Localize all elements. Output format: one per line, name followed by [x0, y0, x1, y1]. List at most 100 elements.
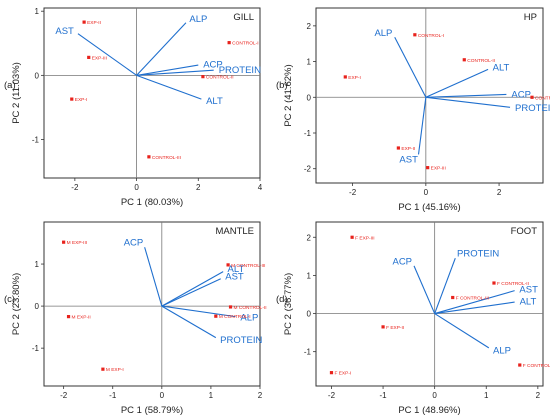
vector-alt	[425, 68, 489, 98]
vector-label-protein: PROTEIN	[219, 65, 261, 76]
y-axis-label: PC 2 (36.77%)	[283, 273, 294, 335]
point-m-exp-ii	[66, 315, 71, 319]
x-tick-label: 2	[497, 188, 502, 197]
point-control-iii	[147, 155, 151, 159]
x-tick-label: -2	[71, 183, 79, 192]
point-f-control-ii	[492, 281, 496, 285]
panel-letter: (c)	[4, 294, 15, 305]
vector-label-ast: AST	[225, 272, 244, 283]
x-axis-label: PC 1 (58.79%)	[121, 405, 183, 416]
vector-label-acp: ACP	[392, 256, 412, 267]
point-label-f-exp-iii: F EXP-III	[355, 235, 374, 241]
x-tick-label: 0	[134, 183, 139, 192]
x-tick-label: 2	[196, 183, 201, 192]
vector-label-acp: ACP	[124, 237, 144, 248]
x-tick-label: -2	[349, 188, 357, 197]
vector-acp	[136, 64, 199, 76]
vector-alp	[434, 313, 490, 349]
x-tick-label: 2	[536, 391, 541, 400]
vector-ast	[434, 290, 515, 315]
vector-label-alt: ALT	[493, 62, 510, 73]
y-tick-label: 1	[307, 58, 312, 67]
vector-label-protein: PROTEIN	[457, 249, 499, 260]
point-label-control-iii: CONTROL-III	[535, 95, 550, 101]
y-tick-label: 1	[35, 260, 40, 269]
y-tick-label: -1	[304, 348, 312, 357]
panel-title: FOOT	[511, 226, 538, 237]
vector-label-protein: PROTEIN	[220, 335, 262, 346]
y-tick-label: -2	[304, 165, 312, 174]
point-m-exp-iii	[62, 240, 66, 244]
panel-gill: -2 0 2 4 -1 0 1 PC 1 (80.03%) PC 2 (11.03%)(a) GI…	[4, 7, 263, 208]
vector-acp	[425, 93, 507, 98]
panel-mantle: -2 -1 0 1 2 -1 0 1 PC 1 (58.79%) PC 2 (23.80%)(c)…	[4, 221, 267, 416]
panel-letter: (b)	[276, 80, 288, 91]
point-label-f-control-i: F CONTROL-I	[523, 363, 550, 369]
panel-hp: -2 0 2 -2 -1 0 1 2 PC 1 (45.16%) PC 2 (41.62%)(b)…	[276, 7, 550, 213]
point-label-m-control-ii: M CONTROL-II	[234, 305, 267, 311]
y-tick-label: 0	[35, 302, 40, 311]
vector-label-acp: ACP	[203, 59, 223, 70]
x-tick-label: 4	[258, 183, 263, 192]
point-f-control-iii	[451, 295, 455, 300]
vector-label-acp: ACP	[511, 89, 531, 100]
x-tick-label: 1	[484, 391, 489, 400]
point-label-m-exp-ii: M EXP-II	[72, 315, 91, 321]
y-tick-label: 0	[35, 71, 40, 80]
point-label-control-ii: CONTROL-II	[206, 75, 234, 81]
point-control-ii	[462, 58, 466, 62]
vector-alp	[161, 305, 236, 318]
point-label-control-i: CONTROL-I	[232, 41, 258, 47]
point-label-f-control-iii: F CONTROL-III	[456, 296, 489, 302]
point-m-control-i	[214, 314, 218, 318]
y-tick-label: 2	[307, 233, 312, 242]
vector-protein	[434, 258, 456, 314]
point-label-control-ii: CONTROL-II	[467, 58, 495, 64]
x-axis-label: PC 1 (80.03%)	[121, 197, 183, 208]
point-f-exp-ii	[381, 325, 385, 329]
vector-label-alt: ALT	[228, 264, 245, 275]
x-tick-label: 0	[160, 391, 165, 400]
point-f-exp-iii	[350, 235, 354, 239]
x-tick-label: 0	[432, 391, 437, 400]
y-tick-label: -1	[32, 136, 40, 145]
y-tick-label: 0	[307, 310, 312, 319]
y-axis-label: PC 2 (11.03%)	[11, 62, 22, 124]
y-tick-label: 2	[307, 22, 312, 31]
point-label-exp-i: EXP-I	[348, 75, 361, 81]
x-tick-label: 1	[209, 391, 214, 400]
point-control-i	[413, 33, 417, 37]
panel-title: GILL	[233, 12, 254, 23]
y-tick-label: 0	[307, 93, 312, 102]
point-exp-i	[70, 97, 74, 101]
point-control-iii	[530, 95, 534, 99]
vector-label-alp: ALP	[189, 14, 207, 25]
vector-protein	[425, 96, 511, 108]
point-label-exp-iii: EXP-III	[431, 166, 446, 172]
point-label-control-iii: CONTROL-III	[152, 155, 181, 161]
vector-label-alt: ALT	[206, 96, 223, 107]
plot-frame	[43, 221, 261, 387]
point-label-f-exp-ii: F EXP-II	[386, 325, 404, 331]
point-label-control-i: CONTROL-I	[418, 33, 444, 39]
point-label-f-exp-i: F EXP-I	[334, 371, 351, 377]
point-label-exp-ii: EXP-II	[401, 146, 415, 152]
x-axis-label: PC 1 (45.16%)	[398, 202, 460, 213]
x-tick-label: -2	[60, 391, 68, 400]
vector-label-alp: ALP	[374, 28, 392, 39]
point-label-m-control-iii: M CONTROL-III	[231, 263, 265, 269]
point-label-exp-iii: EXP-III	[92, 55, 107, 61]
point-exp-ii	[82, 20, 86, 24]
vector-label-alt: ALT	[520, 296, 537, 307]
vector-acp	[144, 247, 163, 307]
point-m-control-ii	[228, 305, 233, 309]
point-f-exp-i	[329, 371, 334, 375]
point-exp-iii	[87, 55, 91, 59]
vector-label-ast: AST	[55, 26, 74, 37]
vector-alt	[161, 271, 224, 307]
vector-alt	[136, 74, 202, 100]
x-tick-label: 0	[424, 188, 429, 197]
vector-acp	[413, 265, 436, 314]
point-f-control-i	[518, 363, 522, 367]
